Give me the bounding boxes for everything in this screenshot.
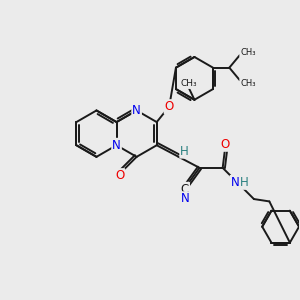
Text: O: O [115, 169, 124, 182]
Text: CH₃: CH₃ [240, 48, 256, 57]
Text: O: O [220, 138, 230, 151]
Text: N: N [112, 139, 121, 152]
Text: C: C [181, 183, 189, 196]
Text: CH₃: CH₃ [240, 79, 256, 88]
Text: N: N [181, 192, 189, 205]
Text: O: O [165, 100, 174, 113]
Text: N: N [132, 104, 141, 117]
Text: H: H [180, 145, 189, 158]
Text: CH₃: CH₃ [180, 79, 197, 88]
Text: H: H [240, 176, 249, 189]
Text: N: N [230, 176, 239, 189]
